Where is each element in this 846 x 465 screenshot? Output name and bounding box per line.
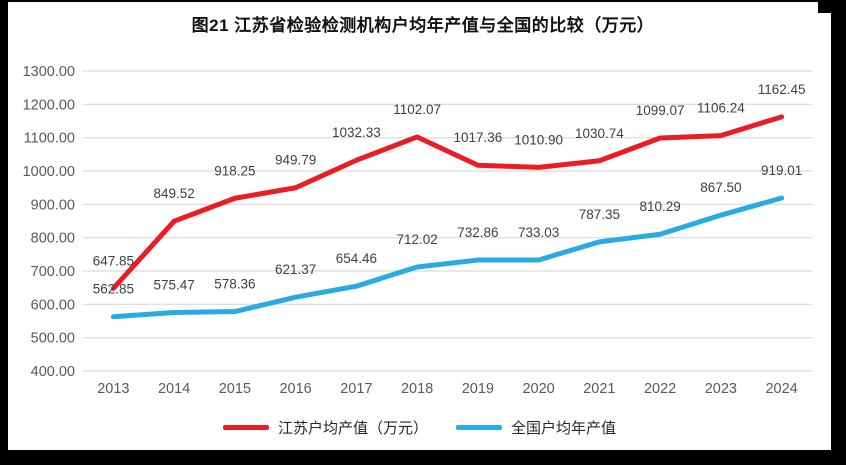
x-axis-label: 2014	[158, 381, 190, 397]
data-label: 849.52	[153, 186, 194, 201]
x-axis-label: 2019	[462, 381, 494, 397]
y-axis-label: 1100.00	[24, 131, 75, 147]
data-label: 654.46	[336, 251, 377, 266]
data-label: 732.86	[457, 225, 498, 240]
chart-legend: 江苏户均产值（万元） 全国户均年产值	[8, 417, 831, 438]
y-axis-label: 900.00	[31, 197, 75, 213]
legend-label-jiangsu: 江苏户均产值（万元）	[277, 420, 428, 437]
legend-item-national: 全国户均年产值	[456, 417, 616, 438]
y-axis-label: 500.00	[31, 331, 75, 347]
data-label: 1032.33	[332, 125, 381, 140]
x-axis-label: 2020	[522, 381, 554, 397]
x-axis-label: 2022	[644, 381, 676, 397]
series-line	[110, 114, 785, 291]
y-axis-label: 700.00	[31, 264, 75, 280]
x-axis-label: 2018	[401, 381, 433, 397]
legend-line-red-icon	[222, 425, 269, 430]
x-axis-label: 2023	[705, 381, 737, 397]
data-label: 578.36	[214, 277, 255, 292]
x-axis-label: 2024	[765, 381, 797, 397]
y-axis-label: 1000.00	[23, 164, 75, 180]
data-label: 1102.07	[393, 102, 441, 117]
data-label: 647.85	[93, 253, 134, 268]
data-label: 810.29	[639, 199, 680, 214]
data-label: 867.50	[700, 180, 741, 195]
data-label: 1017.36	[453, 130, 502, 145]
data-label: 1010.90	[514, 132, 563, 147]
data-label: 575.47	[153, 278, 194, 293]
y-axis-label: 1200.00	[23, 97, 75, 113]
x-axis-label: 2013	[97, 381, 129, 397]
y-axis-label: 1300.00	[23, 64, 75, 80]
data-label: 562.85	[93, 282, 134, 297]
x-axis-label: 2021	[583, 381, 615, 397]
scan-edge-right	[831, 0, 846, 465]
data-label: 1162.45	[758, 82, 806, 97]
legend-line-blue-icon	[456, 425, 502, 430]
scan-edge-top	[0, 0, 846, 2]
data-label: 733.03	[518, 225, 559, 240]
data-label: 787.35	[579, 207, 620, 222]
y-axis-label: 800.00	[31, 231, 75, 247]
data-label: 1030.74	[575, 126, 624, 141]
data-label: 919.01	[761, 163, 802, 178]
data-label: 1106.24	[697, 101, 745, 116]
y-axis-label: 400.00	[31, 364, 75, 380]
y-axis-label: 600.00	[31, 297, 75, 313]
data-label: 918.25	[214, 163, 255, 178]
data-label: 1099.07	[636, 103, 685, 118]
x-axis-label: 2017	[340, 381, 372, 397]
data-label: 712.02	[396, 232, 437, 247]
x-axis-label: 2015	[219, 381, 251, 397]
x-axis-label: 2016	[279, 381, 311, 397]
line-chart-plot: 400.00 500.00 600.00 700.00 800.00 900.00 1000…	[23, 64, 812, 397]
data-label: 621.37	[275, 262, 316, 277]
legend-label-national: 全国户均年产值	[511, 420, 617, 437]
legend-item-jiangsu: 江苏户均产值（万元）	[222, 417, 428, 438]
chart-title: 图21 江苏省检验检测机构户均年产值与全国的比较（万元）	[191, 16, 655, 35]
scan-edge-left	[0, 0, 8, 465]
scan-edge-bottom	[0, 450, 846, 465]
data-label: 949.79	[275, 153, 316, 168]
series-line	[110, 195, 785, 320]
